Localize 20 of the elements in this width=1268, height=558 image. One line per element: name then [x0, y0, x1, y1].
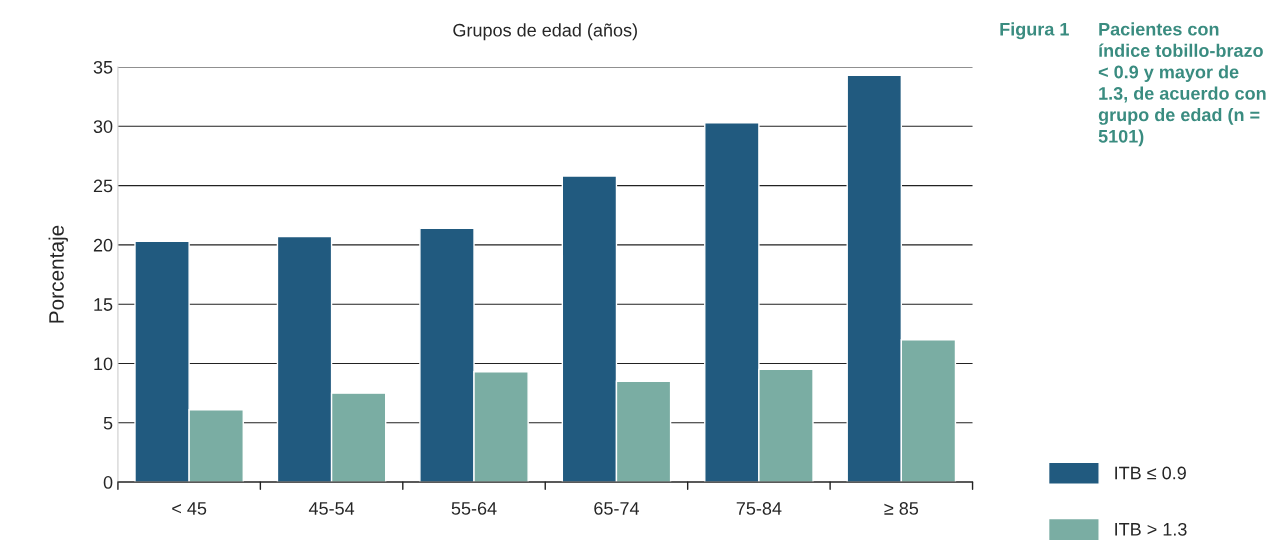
x-tick-label: 75-84	[736, 502, 782, 515]
x-tick-label: < 45	[172, 502, 207, 515]
x-tick-label: ≥ 85	[884, 502, 919, 515]
chart-title: Grupos de edad (años)	[453, 23, 637, 41]
y-tick-label: 35	[93, 60, 113, 74]
text: Pacientes con índice tobillo-brazo < 0.9 y mayor de 1.3, de acuerdo con grupo de edad (n = 5101)	[1098, 22, 1266, 147]
x-tick-label: 55-64	[451, 502, 497, 515]
y-tick-label: 15	[94, 298, 113, 311]
y-tick-label: 25	[93, 179, 113, 193]
text: Figura 1	[1000, 22, 1069, 40]
y-tick-label: 10	[94, 357, 113, 371]
y-axis-title: Porcentaje	[48, 225, 68, 323]
y-tick-label: 5	[103, 416, 113, 430]
legend-label: ITB > 1.3	[1115, 522, 1187, 536]
y-tick-label: 20	[93, 238, 113, 252]
legend-label: ITB ≤ 0.9	[1115, 466, 1186, 480]
y-tick-label: 0	[103, 476, 113, 489]
x-tick-label: 45-54	[308, 502, 355, 515]
y-tick-label: 30	[93, 120, 113, 133]
x-tick-label: 65-74	[594, 502, 640, 515]
